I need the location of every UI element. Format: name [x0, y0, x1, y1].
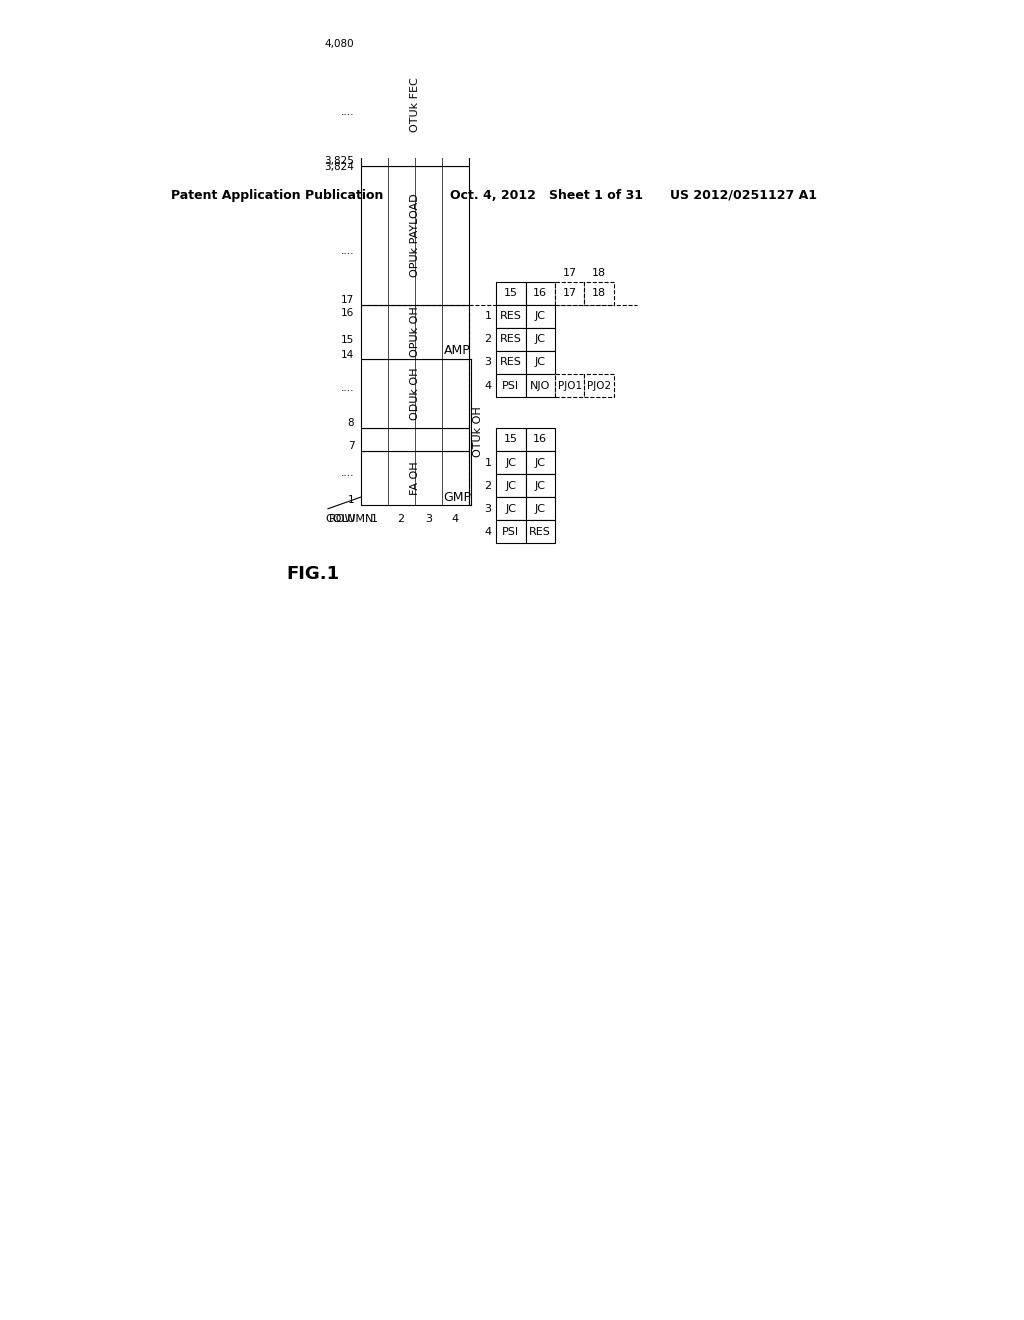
- Text: 2: 2: [484, 480, 492, 491]
- Text: PSI: PSI: [503, 380, 519, 391]
- Text: JC: JC: [535, 480, 546, 491]
- Text: 4: 4: [484, 380, 492, 391]
- Text: ....: ....: [341, 383, 354, 393]
- Bar: [496, 351, 525, 374]
- Text: 1: 1: [371, 515, 378, 524]
- Text: 1: 1: [484, 312, 492, 321]
- Text: 14: 14: [341, 350, 354, 360]
- Text: 4: 4: [452, 515, 459, 524]
- Text: 16: 16: [534, 288, 547, 298]
- Text: 1: 1: [348, 495, 354, 506]
- Text: 16: 16: [341, 308, 354, 318]
- Text: 2: 2: [397, 515, 404, 524]
- Text: OPUk OH: OPUk OH: [410, 306, 420, 356]
- Text: Patent Application Publication: Patent Application Publication: [171, 189, 383, 202]
- Bar: [360, 44, 469, 166]
- Text: 18: 18: [592, 288, 606, 298]
- Bar: [496, 520, 525, 544]
- Bar: [585, 374, 614, 397]
- Bar: [525, 351, 555, 374]
- Text: RES: RES: [500, 334, 522, 345]
- Bar: [496, 451, 525, 474]
- Bar: [525, 498, 555, 520]
- Text: GMP: GMP: [443, 491, 471, 504]
- Text: NJO: NJO: [530, 380, 551, 391]
- Text: PJO1: PJO1: [558, 380, 582, 391]
- Text: RES: RES: [500, 312, 522, 321]
- Bar: [525, 474, 555, 498]
- Text: JC: JC: [506, 458, 516, 467]
- Text: 4: 4: [484, 527, 492, 537]
- Text: 1: 1: [484, 458, 492, 467]
- Bar: [496, 374, 525, 397]
- Bar: [525, 281, 555, 305]
- Text: 17: 17: [562, 288, 577, 298]
- Bar: [555, 281, 585, 305]
- Text: JC: JC: [535, 504, 546, 513]
- Bar: [555, 374, 585, 397]
- Text: 7: 7: [348, 441, 354, 451]
- Bar: [525, 327, 555, 351]
- Text: 18: 18: [592, 268, 606, 277]
- Text: JC: JC: [535, 358, 546, 367]
- Text: ....: ....: [341, 247, 354, 256]
- Bar: [525, 428, 555, 451]
- Bar: [496, 305, 525, 327]
- Bar: [360, 166, 469, 305]
- Text: 3,825: 3,825: [325, 156, 354, 166]
- Text: OPUk PAYLOAD: OPUk PAYLOAD: [410, 194, 420, 277]
- Text: 3,824: 3,824: [325, 162, 354, 173]
- Text: Oct. 4, 2012   Sheet 1 of 31: Oct. 4, 2012 Sheet 1 of 31: [450, 189, 643, 202]
- Text: 3: 3: [484, 358, 492, 367]
- Text: US 2012/0251127 A1: US 2012/0251127 A1: [671, 189, 817, 202]
- Text: JC: JC: [535, 458, 546, 467]
- Bar: [496, 474, 525, 498]
- Text: PJO2: PJO2: [587, 380, 611, 391]
- Text: 15: 15: [504, 288, 518, 298]
- Text: FA OH: FA OH: [410, 461, 420, 495]
- Text: AMP: AMP: [444, 345, 471, 358]
- Bar: [496, 281, 525, 305]
- Text: OTUk OH: OTUk OH: [473, 407, 483, 457]
- Text: 17: 17: [341, 294, 354, 305]
- Text: FIG.1: FIG.1: [287, 565, 340, 583]
- Text: PSI: PSI: [503, 527, 519, 537]
- Text: 16: 16: [534, 434, 547, 445]
- Text: RES: RES: [500, 358, 522, 367]
- Text: JC: JC: [506, 504, 516, 513]
- Bar: [525, 374, 555, 397]
- Text: OTUk FEC: OTUk FEC: [410, 77, 420, 132]
- Text: RES: RES: [529, 527, 551, 537]
- Bar: [360, 305, 469, 359]
- Bar: [525, 520, 555, 544]
- Text: ODUk OH: ODUk OH: [410, 367, 420, 420]
- Bar: [496, 327, 525, 351]
- Text: ROW: ROW: [329, 515, 356, 524]
- Text: JC: JC: [535, 312, 546, 321]
- Bar: [585, 281, 614, 305]
- Bar: [525, 305, 555, 327]
- Text: 2: 2: [484, 334, 492, 345]
- Text: 3: 3: [425, 515, 432, 524]
- Text: 15: 15: [341, 335, 354, 345]
- Bar: [496, 498, 525, 520]
- Text: 15: 15: [504, 434, 518, 445]
- Text: 3: 3: [484, 504, 492, 513]
- Text: COLUMN: COLUMN: [326, 513, 374, 524]
- Text: 8: 8: [348, 418, 354, 428]
- Text: ....: ....: [341, 469, 354, 478]
- Bar: [525, 451, 555, 474]
- Bar: [360, 451, 469, 506]
- Text: 4,080: 4,080: [325, 40, 354, 49]
- Bar: [496, 428, 525, 451]
- Text: JC: JC: [535, 334, 546, 345]
- Text: 17: 17: [562, 268, 577, 277]
- Bar: [360, 428, 469, 451]
- Bar: [360, 359, 469, 428]
- Text: JC: JC: [506, 480, 516, 491]
- Text: ....: ....: [341, 107, 354, 117]
